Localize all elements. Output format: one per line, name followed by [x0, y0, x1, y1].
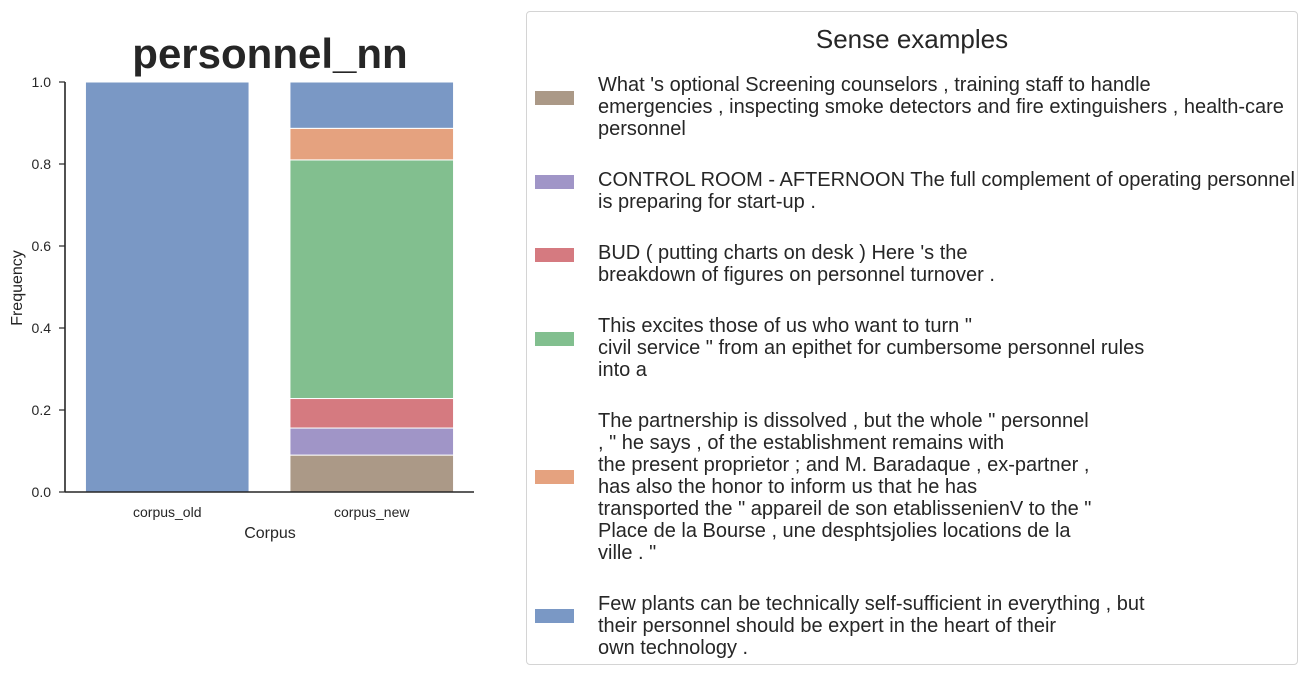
legend-swatch [535, 470, 574, 484]
y-tick-label: 0.4 [32, 320, 52, 336]
bar-corpus_new-segment-2 [289, 398, 455, 429]
y-axis-label: Frequency [9, 250, 26, 326]
legend: Sense examples What 's optional Screenin… [526, 11, 1298, 665]
chart-title: personnel_nn [132, 30, 407, 77]
bar-corpus_new-segment-5 [289, 81, 455, 129]
legend-title: Sense examples [815, 24, 1009, 54]
legend-swatch [535, 332, 574, 346]
bar-corpus_new-segment-0 [289, 454, 455, 493]
y-tick-label: 0.6 [32, 238, 52, 254]
x-axis: corpus_old corpus_new [65, 491, 474, 520]
legend-text: The partnership is dissolved , but the w… [598, 410, 1092, 564]
legend-text: What 's optional Screening counselors , … [598, 74, 1284, 140]
y-tick-label: 0.0 [32, 484, 52, 500]
legend-text: This excites those of us who want to tur… [598, 315, 1145, 381]
y-tick-label: 1.0 [32, 74, 52, 90]
bar-corpus_new-segment-3 [289, 159, 455, 400]
legend-swatch [535, 91, 574, 105]
legend-text: Few plants can be technically self-suffi… [598, 593, 1145, 659]
legend-swatch [535, 248, 574, 262]
y-tick-label: 0.2 [32, 402, 52, 418]
y-tick-label: 0.8 [32, 156, 52, 172]
legend-swatch [535, 175, 574, 189]
bars-group [84, 81, 455, 493]
x-tick-label-corpus_old: corpus_old [133, 504, 202, 520]
x-axis-label: Corpus [244, 525, 296, 542]
legend-text: CONTROL ROOM - AFTERNOON The full comple… [598, 169, 1295, 213]
y-axis: 0.0 0.2 0.4 0.6 0.8 1.0 [32, 74, 66, 500]
bar-corpus_new-segment-4 [289, 127, 455, 161]
x-tick-label-corpus_new: corpus_new [334, 504, 410, 520]
legend-text: BUD ( putting charts on desk ) Here 's t… [598, 242, 995, 286]
bar-corpus_new-segment-1 [289, 427, 455, 456]
bar-corpus_old-segment-5 [84, 81, 250, 493]
legend-swatch [535, 609, 574, 623]
chart: personnel_nn 0.0 0.2 0.4 0.6 0.8 1.0 corpus_o… [9, 30, 474, 542]
